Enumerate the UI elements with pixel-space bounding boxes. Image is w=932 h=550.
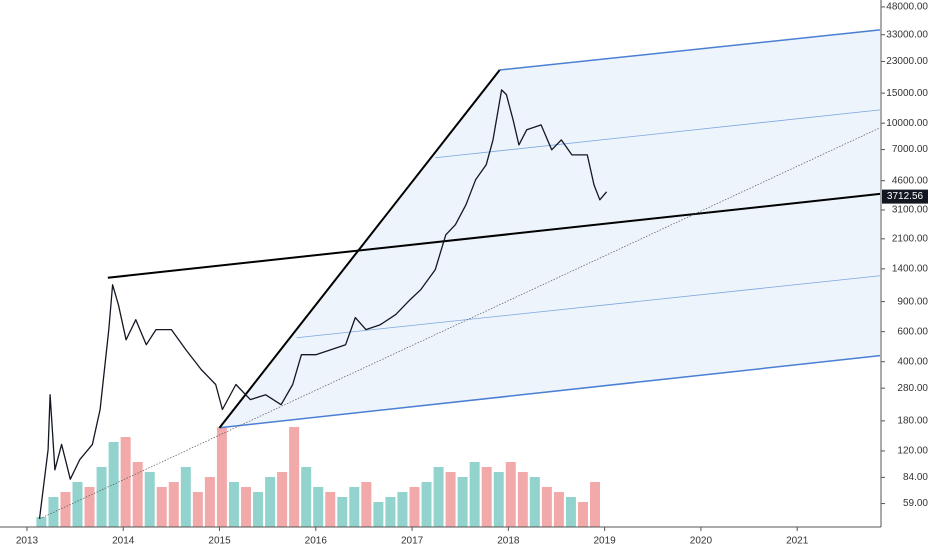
x-tick-label: 2015	[208, 536, 231, 547]
volume-bar	[132, 462, 143, 527]
volume-bar	[325, 492, 336, 527]
trend-line	[296, 275, 881, 339]
y-tick-label: 23000.00	[886, 56, 928, 67]
volume-bar	[240, 487, 251, 527]
volume-bar	[144, 472, 155, 527]
last-price-tag	[882, 189, 928, 204]
volume-bar	[590, 482, 601, 527]
volume-bar	[36, 517, 47, 527]
y-tick-label: 84.00	[903, 472, 928, 483]
x-tick-label: 2016	[305, 536, 328, 547]
x-tick-label: 2020	[690, 536, 713, 547]
volume-bar	[457, 477, 468, 527]
volume-bar	[553, 492, 564, 527]
x-tick-label: 2021	[786, 536, 809, 547]
y-tick-label: 59.00	[903, 498, 928, 509]
trend-line	[219, 354, 881, 429]
x-tick-label: 2018	[497, 536, 520, 547]
volume-bar	[493, 472, 504, 527]
volume-bar	[216, 427, 227, 527]
volume-bar	[505, 462, 516, 527]
x-tick-label: 2014	[112, 536, 135, 547]
x-tick-label: 2017	[401, 536, 424, 547]
volume-bar	[349, 487, 360, 527]
y-tick-label: 280.00	[897, 383, 928, 394]
x-tick-label: 2019	[594, 536, 617, 547]
volume-bar	[168, 482, 179, 527]
y-tick-label: 900.00	[897, 296, 928, 307]
volume-bar	[204, 477, 215, 527]
volume-bar	[313, 487, 324, 527]
volume-bar	[433, 467, 444, 527]
x-tick-label: 2013	[16, 536, 39, 547]
volume-bar	[529, 477, 540, 527]
y-tick-label: 120.00	[897, 446, 928, 457]
y-tick-label: 3100.00	[892, 205, 929, 216]
trend-line	[435, 109, 881, 159]
volume-bar	[385, 497, 396, 527]
y-tick-label: 2100.00	[892, 233, 929, 244]
plot	[36, 29, 881, 527]
volume-bar	[96, 467, 107, 527]
y-tick-label: 1400.00	[892, 264, 929, 275]
volume-bar	[301, 467, 312, 527]
volume-bar	[72, 482, 83, 527]
y-tick-label: 10000.00	[886, 118, 928, 129]
volume-bar	[421, 482, 432, 527]
volume-bar	[84, 487, 95, 527]
volume-bar	[253, 492, 264, 527]
volume-bar	[469, 462, 480, 527]
volume-bar	[265, 477, 276, 527]
y-tick-label: 7000.00	[892, 144, 929, 155]
trend-line	[107, 192, 881, 279]
y-tick-label: 15000.00	[886, 88, 928, 99]
volume-bar	[337, 497, 348, 527]
y-tick-label: 600.00	[897, 326, 928, 337]
volume-bar	[120, 437, 131, 527]
volume-bar	[565, 497, 576, 527]
last-price-label: 3712.56	[887, 191, 924, 202]
volume-bar	[409, 487, 420, 527]
trend-line	[499, 29, 881, 71]
volume-bar	[577, 502, 588, 527]
volume-bar	[228, 482, 239, 527]
y-tick-label: 48000.00	[886, 2, 928, 13]
y-tick-label: 180.00	[897, 416, 928, 427]
trend-line	[218, 69, 501, 429]
volume-bar	[541, 487, 552, 527]
volume-bar	[445, 472, 456, 527]
volume-bar	[397, 492, 408, 527]
price-line	[38, 89, 608, 519]
volume-bar	[277, 472, 288, 527]
y-tick-label: 33000.00	[886, 29, 928, 40]
volume-bar	[156, 487, 167, 527]
volume-bar	[192, 492, 203, 527]
volume-bar	[180, 467, 191, 527]
y-tick-label: 4600.00	[892, 175, 929, 186]
volume-bar	[60, 492, 71, 527]
y-tick-label: 400.00	[897, 356, 928, 367]
volume-bar	[373, 502, 384, 527]
volume-bar	[517, 472, 528, 527]
volume-bar	[481, 467, 492, 527]
volume-bar	[289, 427, 300, 527]
volume-bar	[361, 482, 372, 527]
